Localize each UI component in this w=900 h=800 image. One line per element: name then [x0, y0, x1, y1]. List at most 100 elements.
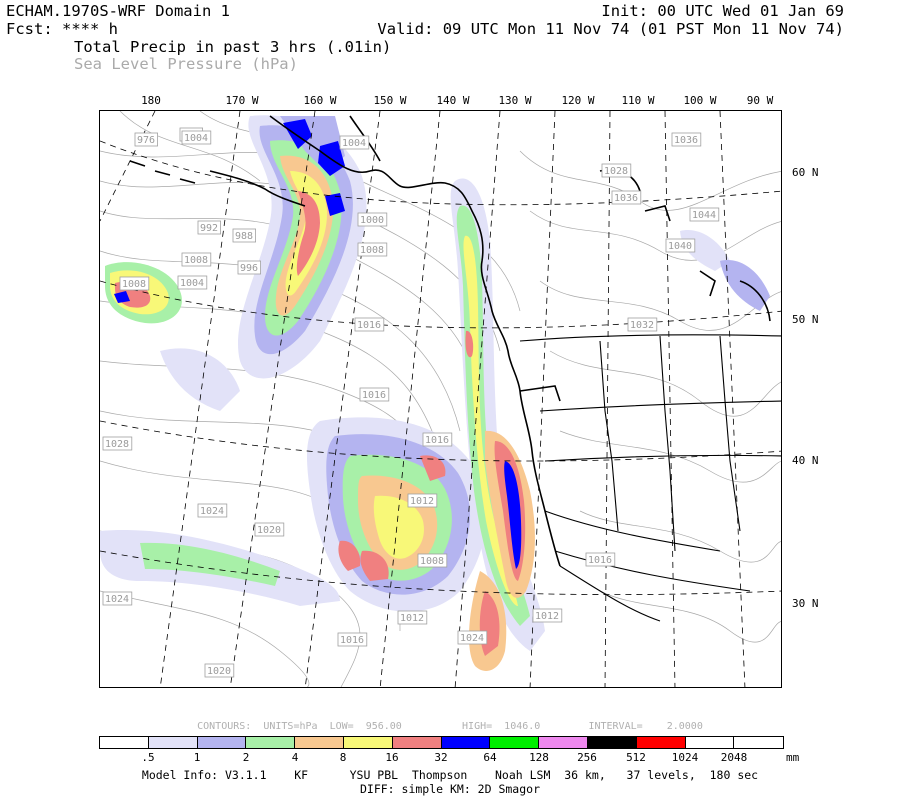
colorbar-swatch-1: [148, 737, 198, 748]
pressure-label: 1028: [604, 166, 628, 177]
pressure-label-box: [181, 130, 212, 145]
pressure-label-box: [339, 135, 370, 150]
precip-map: 9769689929881008100499610001008101610161…: [99, 110, 782, 688]
lon-label-1: 170 W: [225, 94, 259, 107]
colorbar-label-1: 1: [193, 751, 201, 764]
pressure-label: 1008: [420, 556, 444, 567]
pressure-label: 988: [235, 231, 253, 242]
pressure-label: 1024: [460, 633, 484, 644]
header-left: ECHAM.1970S-WRF Domain 1 Fcst: **** h: [6, 2, 230, 38]
pressure-label: 1008: [360, 245, 384, 256]
diff-info: DIFF: simple KM: 2D Smagor: [359, 782, 540, 796]
lat-label-60: 60 N: [792, 166, 819, 179]
pressure-label-box: [102, 436, 133, 451]
pressure-label-box: [204, 663, 235, 678]
colorbar-label-9: 256: [577, 751, 597, 764]
pressure-label-box: [417, 553, 448, 568]
pressure-label-box: [532, 608, 563, 623]
lon-label-3: 150 W: [373, 94, 407, 107]
pressure-label-box: [337, 632, 368, 647]
pressure-label: 1016: [357, 320, 381, 331]
pressure-label-box: [197, 503, 228, 518]
colorbar-swatch-3: [246, 737, 296, 748]
pressure-label-box: [422, 432, 453, 447]
colorbar-swatch-10: [587, 737, 637, 748]
pressure-label: 1032: [630, 320, 654, 331]
pressure-label: 976: [137, 135, 155, 146]
colorbar-label-4: 8: [339, 751, 347, 764]
field-secondary-label: Sea Level Pressure (hPa): [74, 55, 298, 73]
pressure-label: 1036: [614, 193, 638, 204]
forecast-hour: Fcst: **** h: [6, 20, 118, 38]
colorbar-label-3: 4: [291, 751, 299, 764]
colorbar-label-5: 16: [385, 751, 399, 764]
init-time: Init: 00 UTC Wed 01 Jan 69: [601, 2, 844, 20]
pressure-label: 1016: [588, 555, 612, 566]
colorbar-label-11: 1024: [671, 751, 699, 764]
colorbar-label-10: 512: [626, 751, 646, 764]
field-primary-label: Total Precip in past 3 hrs (.01in): [74, 38, 392, 56]
colorbar-swatch-5: [343, 737, 393, 748]
pressure-label: 1016: [340, 635, 364, 646]
lat-label-40: 40 N: [792, 454, 819, 467]
pressure-label-box: [585, 552, 616, 567]
lon-label-0: 180: [141, 94, 161, 107]
pressure-label: 996: [240, 263, 258, 274]
colorbar-swatch-8: [490, 737, 540, 748]
lon-label-6: 120 W: [561, 94, 595, 107]
precip-colorbar: [99, 736, 785, 749]
pressure-label: 1004: [184, 133, 208, 144]
pressure-label: 1012: [535, 611, 559, 622]
valid-time: Valid: 09 UTC Mon 11 Nov 74 (01 PST Mon …: [377, 20, 844, 38]
pressure-label: 1044: [692, 210, 716, 221]
model-info: Model Info: V3.1.1 KF YSU PBL Thompson N…: [141, 768, 759, 782]
pressure-label: 1004: [342, 138, 366, 149]
pressure-label-box: [689, 207, 720, 222]
pressure-label-box: [177, 275, 208, 290]
pressure-label: 992: [200, 223, 218, 234]
pressure-label: 1012: [410, 496, 434, 507]
pressure-label-box: [232, 228, 257, 243]
lon-label-7: 110 W: [621, 94, 655, 107]
pressure-label-box: [357, 242, 388, 257]
graticule: [100, 111, 781, 687]
map-canvas: 9769689929881008100499610001008101610161…: [100, 111, 781, 687]
pressure-label: 1016: [362, 390, 386, 401]
colorbar-label-7: 64: [483, 751, 497, 764]
colorbar-swatch-2: [197, 737, 247, 748]
boundaries: [519, 334, 781, 622]
pressure-label: 1000: [360, 215, 384, 226]
lat-label-50: 50 N: [792, 313, 819, 326]
pressure-label-box: [611, 190, 642, 205]
lon-label-4: 140 W: [436, 94, 470, 107]
pressure-label: 1004: [180, 278, 204, 289]
lon-label-5: 130 W: [498, 94, 532, 107]
lon-label-9: 90 W: [746, 94, 774, 107]
pressure-label-box: [671, 132, 702, 147]
lat-label-30: 30 N: [792, 597, 819, 610]
colorbar-swatch-0: [100, 737, 149, 748]
pressure-label-box: [397, 610, 428, 625]
lon-label-8: 100 W: [683, 94, 717, 107]
lon-label-2: 160 W: [303, 94, 337, 107]
colorbar-swatch-6: [392, 737, 442, 748]
colorbar-swatch-9: [539, 737, 588, 748]
pressure-label-box: [601, 163, 632, 178]
pressure-label: 1020: [207, 666, 231, 677]
pressure-label: 1028: [105, 439, 129, 450]
pressure-label-box: [627, 317, 658, 332]
pressure-label-group: 9769689929881008100499610001008101610161…: [102, 127, 720, 678]
colorbar-label-2: 2: [242, 751, 250, 764]
pressure-label-box: [457, 630, 488, 645]
colorbar-swatch-4: [295, 737, 344, 748]
pressure-label: 1008: [184, 255, 208, 266]
header-right: Init: 00 UTC Wed 01 Jan 69 Valid: 09 UTC…: [377, 2, 844, 38]
pressure-label-box: [357, 212, 388, 227]
pressure-label-box: [102, 591, 133, 606]
pressure-label-box: [134, 132, 159, 147]
colorbar-swatch-7: [441, 737, 491, 748]
pressure-label-box: [254, 522, 285, 537]
colorbar-swatch-13: [734, 737, 784, 748]
pressure-label-box: [119, 276, 150, 291]
pressure-label: 1008: [122, 279, 146, 290]
